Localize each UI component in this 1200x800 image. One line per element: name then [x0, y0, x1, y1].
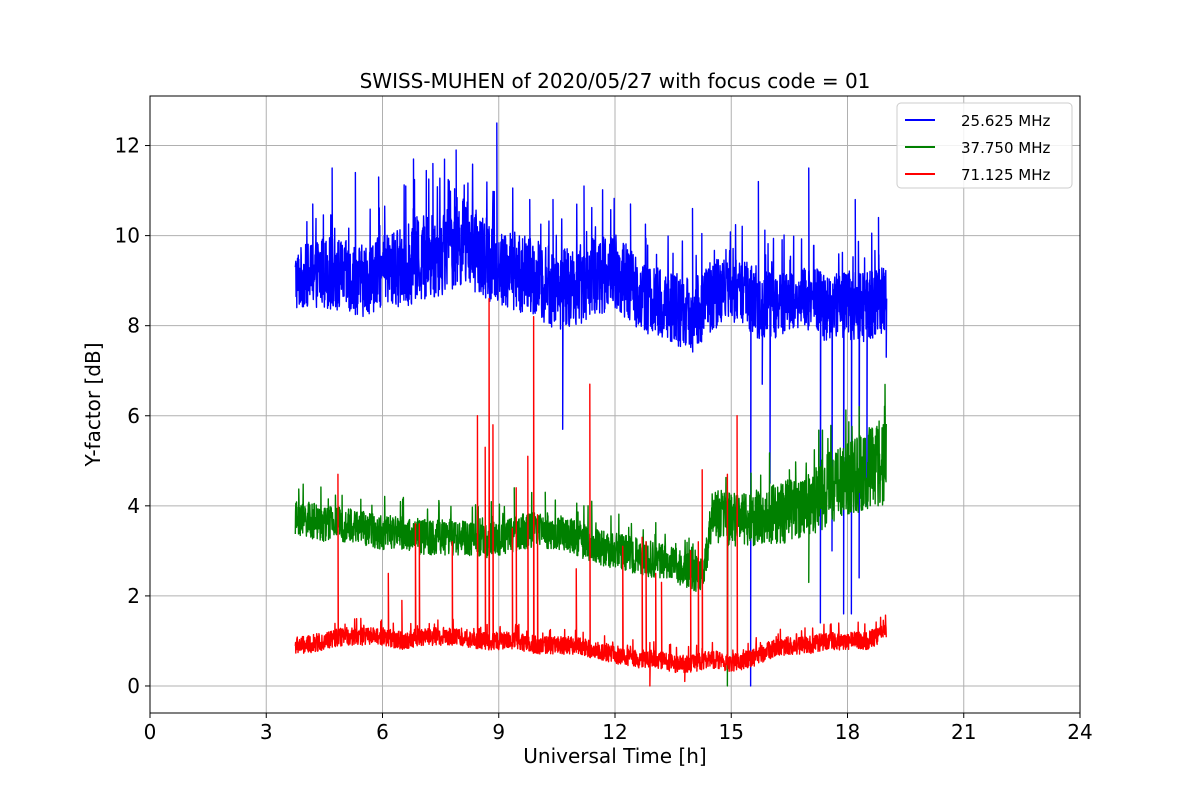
y-tick-label-2: 4	[127, 494, 140, 518]
x-tick-label-2: 6	[376, 720, 389, 744]
x-tick-label-5: 15	[719, 720, 744, 744]
x-tick-label-8: 24	[1067, 720, 1092, 744]
y-tick-label-0: 0	[127, 674, 140, 698]
x-tick-label-4: 12	[602, 720, 627, 744]
legend-label-2: 71.125 MHz	[961, 166, 1050, 184]
series-line-37-750-mhz	[294, 383, 887, 687]
y-tick-label-5: 10	[115, 224, 140, 248]
x-tick-label-3: 9	[492, 720, 505, 744]
legend-box	[896, 102, 1073, 189]
x-axis-label: Universal Time [h]	[523, 744, 706, 768]
legend-label-1: 37.750 MHz	[961, 139, 1050, 157]
x-tick-label-0: 0	[144, 720, 157, 744]
series-line-25-625-mhz	[294, 122, 888, 687]
series-layer	[294, 122, 888, 687]
y-tick-label-6: 12	[115, 134, 140, 158]
legend: 25.625 MHz 37.750 MHz 71.125 MHz	[896, 102, 1073, 189]
x-tick-label-1: 3	[260, 720, 273, 744]
y-axis-label: Y-factor [dB]	[81, 342, 105, 467]
legend-label-0: 25.625 MHz	[961, 112, 1050, 130]
y-tick-label-3: 6	[127, 404, 140, 428]
y-tick-label-1: 2	[127, 584, 140, 608]
chart-title: SWISS-MUHEN of 2020/05/27 with focus cod…	[360, 69, 871, 93]
x-tick-label-6: 18	[835, 720, 860, 744]
series-line-71-125-mhz	[294, 297, 887, 687]
y-tick-label-4: 8	[127, 314, 140, 338]
x-tick-label-7: 21	[951, 720, 976, 744]
